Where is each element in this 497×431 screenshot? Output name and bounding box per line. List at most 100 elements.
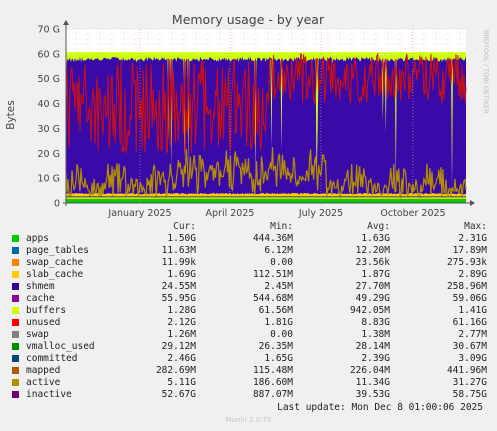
legend-series-name: mapped: [26, 365, 61, 376]
legend-cur-value: 55.95G: [161, 293, 196, 304]
y-tick-label: 20 G: [38, 149, 60, 160]
series-lines: [65, 52, 467, 200]
legend-series-name: swap_cache: [26, 257, 84, 268]
legend-cur-value: 52.67G: [161, 389, 196, 400]
legend-series-name: swap: [26, 329, 49, 340]
legend-color-swatch: [12, 295, 19, 302]
legend-cur-value: 2.12G: [167, 317, 196, 328]
x-tick-label: January 2025: [107, 208, 171, 219]
legend-color-swatch: [12, 259, 19, 266]
legend-row-apps: apps 1.50G 444.36M 1.63G 2.31G: [12, 233, 487, 245]
legend-color-swatch: [12, 283, 19, 290]
legend-max-value: 275.93k: [446, 257, 487, 268]
header-min: Min:: [270, 221, 293, 232]
legend-color-swatch: [12, 319, 19, 326]
legend-min-value: 186.60M: [252, 377, 293, 388]
legend-color-swatch: [12, 379, 19, 386]
munin-version: Munin 2.0.75: [225, 416, 272, 424]
legend-color-swatch: [12, 271, 19, 278]
y-tick-label: 50 G: [38, 74, 60, 85]
legend-avg-value: 2.39G: [361, 353, 390, 364]
legend-max-value: 61.16G: [452, 317, 487, 328]
legend-row-active: active 5.11G 186.60M 11.34G 31.27G: [12, 377, 487, 389]
x-ticks: January 2025 April 2025 July 2025 October 2…: [107, 29, 446, 219]
legend-row-shmem: shmem 24.55M 2.45M 27.70M 258.96M: [12, 281, 487, 293]
legend-swatch: [12, 317, 26, 329]
legend-avg-value: 942.05M: [349, 305, 390, 316]
legend-series-name: buffers: [26, 305, 67, 316]
inactive-line: [65, 52, 467, 154]
legend-swatch: [12, 329, 26, 341]
y-tick-label: 60 G: [38, 49, 60, 60]
legend-max-value: 59.06G: [452, 293, 487, 304]
x-axis-arrow: [470, 200, 475, 206]
legend-min-value: 0.00: [270, 329, 293, 340]
legend-color-swatch: [12, 235, 19, 242]
legend-min-value: 0.00: [270, 257, 293, 268]
buffers-band: [66, 52, 466, 55]
legend-avg-value: 11.34G: [355, 377, 390, 388]
legend-row-inactive: inactive 52.67G 887.07M 39.53G 58.75G: [12, 389, 487, 401]
y-tick-label: 40 G: [38, 99, 60, 110]
legend-row-unused: unused 2.12G 1.81G 8.83G 61.16G: [12, 317, 487, 329]
legend-series-name: apps: [26, 233, 49, 244]
legend-series-name: shmem: [26, 281, 55, 292]
legend-series-name: committed: [26, 353, 78, 364]
legend-avg-value: 27.70M: [355, 281, 390, 292]
legend-min-value: 444.36M: [252, 233, 293, 244]
legend-swatch: [12, 269, 26, 281]
header-avg: Avg:: [367, 221, 390, 232]
legend-min-value: 544.68M: [252, 293, 293, 304]
legend-min-value: 112.51M: [252, 269, 293, 280]
legend-header: Cur: Min: Avg: Max:: [12, 221, 487, 233]
legend-max-value: 17.89M: [452, 245, 487, 256]
legend-row-swap: swap 1.26M 0.00 1.38M 2.77M: [12, 329, 487, 341]
legend-cur-value: 2.46G: [167, 353, 196, 364]
legend-row-cache: cache 55.95G 544.68M 49.29G 59.06G: [12, 293, 487, 305]
legend-min-value: 887.07M: [252, 389, 293, 400]
legend-avg-value: 12.20M: [355, 245, 390, 256]
legend-swatch: [12, 353, 26, 365]
legend-min-value: 1.81G: [264, 317, 293, 328]
memory-chart: Memory usage - by year Bytes RRDTOOL / T…: [5, 12, 490, 219]
y-tick-label: 0: [54, 199, 60, 210]
legend-max-value: 441.96M: [446, 365, 487, 376]
legend-series-name: unused: [26, 317, 61, 328]
legend-row-mapped: mapped 282.69M 115.48M 226.04M 441.96M: [12, 365, 487, 377]
legend-color-swatch: [12, 367, 19, 374]
y-axis-arrow: [63, 20, 69, 25]
legend-series-name: cache: [26, 293, 55, 304]
legend-cur-value: 1.69G: [167, 269, 196, 280]
x-tick-label: October 2025: [380, 208, 445, 219]
legend-color-swatch: [12, 343, 19, 350]
legend-min-value: 26.35M: [258, 341, 293, 352]
legend-avg-value: 8.83G: [361, 317, 390, 328]
legend-series-name: slab_cache: [26, 269, 84, 280]
y-tick-label: 70 G: [38, 25, 60, 36]
legend-color-swatch: [12, 247, 19, 254]
legend-cur-value: 11.99k: [161, 257, 196, 268]
legend-swatch: [12, 341, 26, 353]
legend-swatch: [12, 245, 26, 257]
y-tick-label: 30 G: [38, 124, 60, 135]
legend-swatch: [12, 257, 26, 269]
x-tick-label: July 2025: [298, 208, 343, 219]
legend-min-value: 6.12M: [264, 245, 293, 256]
legend-swatch: [12, 293, 26, 305]
legend-avg-value: 1.38M: [361, 329, 390, 340]
x-tick-label: April 2025: [206, 208, 255, 219]
legend-min-value: 61.56M: [258, 305, 293, 316]
legend-table: Cur: Min: Avg: Max: apps 1.50G 444.36M 1.63…: [12, 221, 487, 401]
legend-series-name: page_tables: [26, 245, 89, 256]
legend-cur-value: 24.55M: [161, 281, 196, 292]
legend-row-swap-cache: swap_cache 11.99k 0.00 23.56k 275.93k: [12, 257, 487, 269]
legend-max-value: 31.27G: [452, 377, 487, 388]
legend-swatch: [12, 281, 26, 293]
legend-cur-value: 1.28G: [167, 305, 196, 316]
legend-cur-value: 5.11G: [167, 377, 196, 388]
legend-color-swatch: [12, 331, 19, 338]
legend-color-swatch: [12, 391, 19, 398]
active-line: [65, 147, 467, 200]
header-cur: Cur:: [173, 221, 196, 232]
apps-area: [66, 199, 466, 203]
